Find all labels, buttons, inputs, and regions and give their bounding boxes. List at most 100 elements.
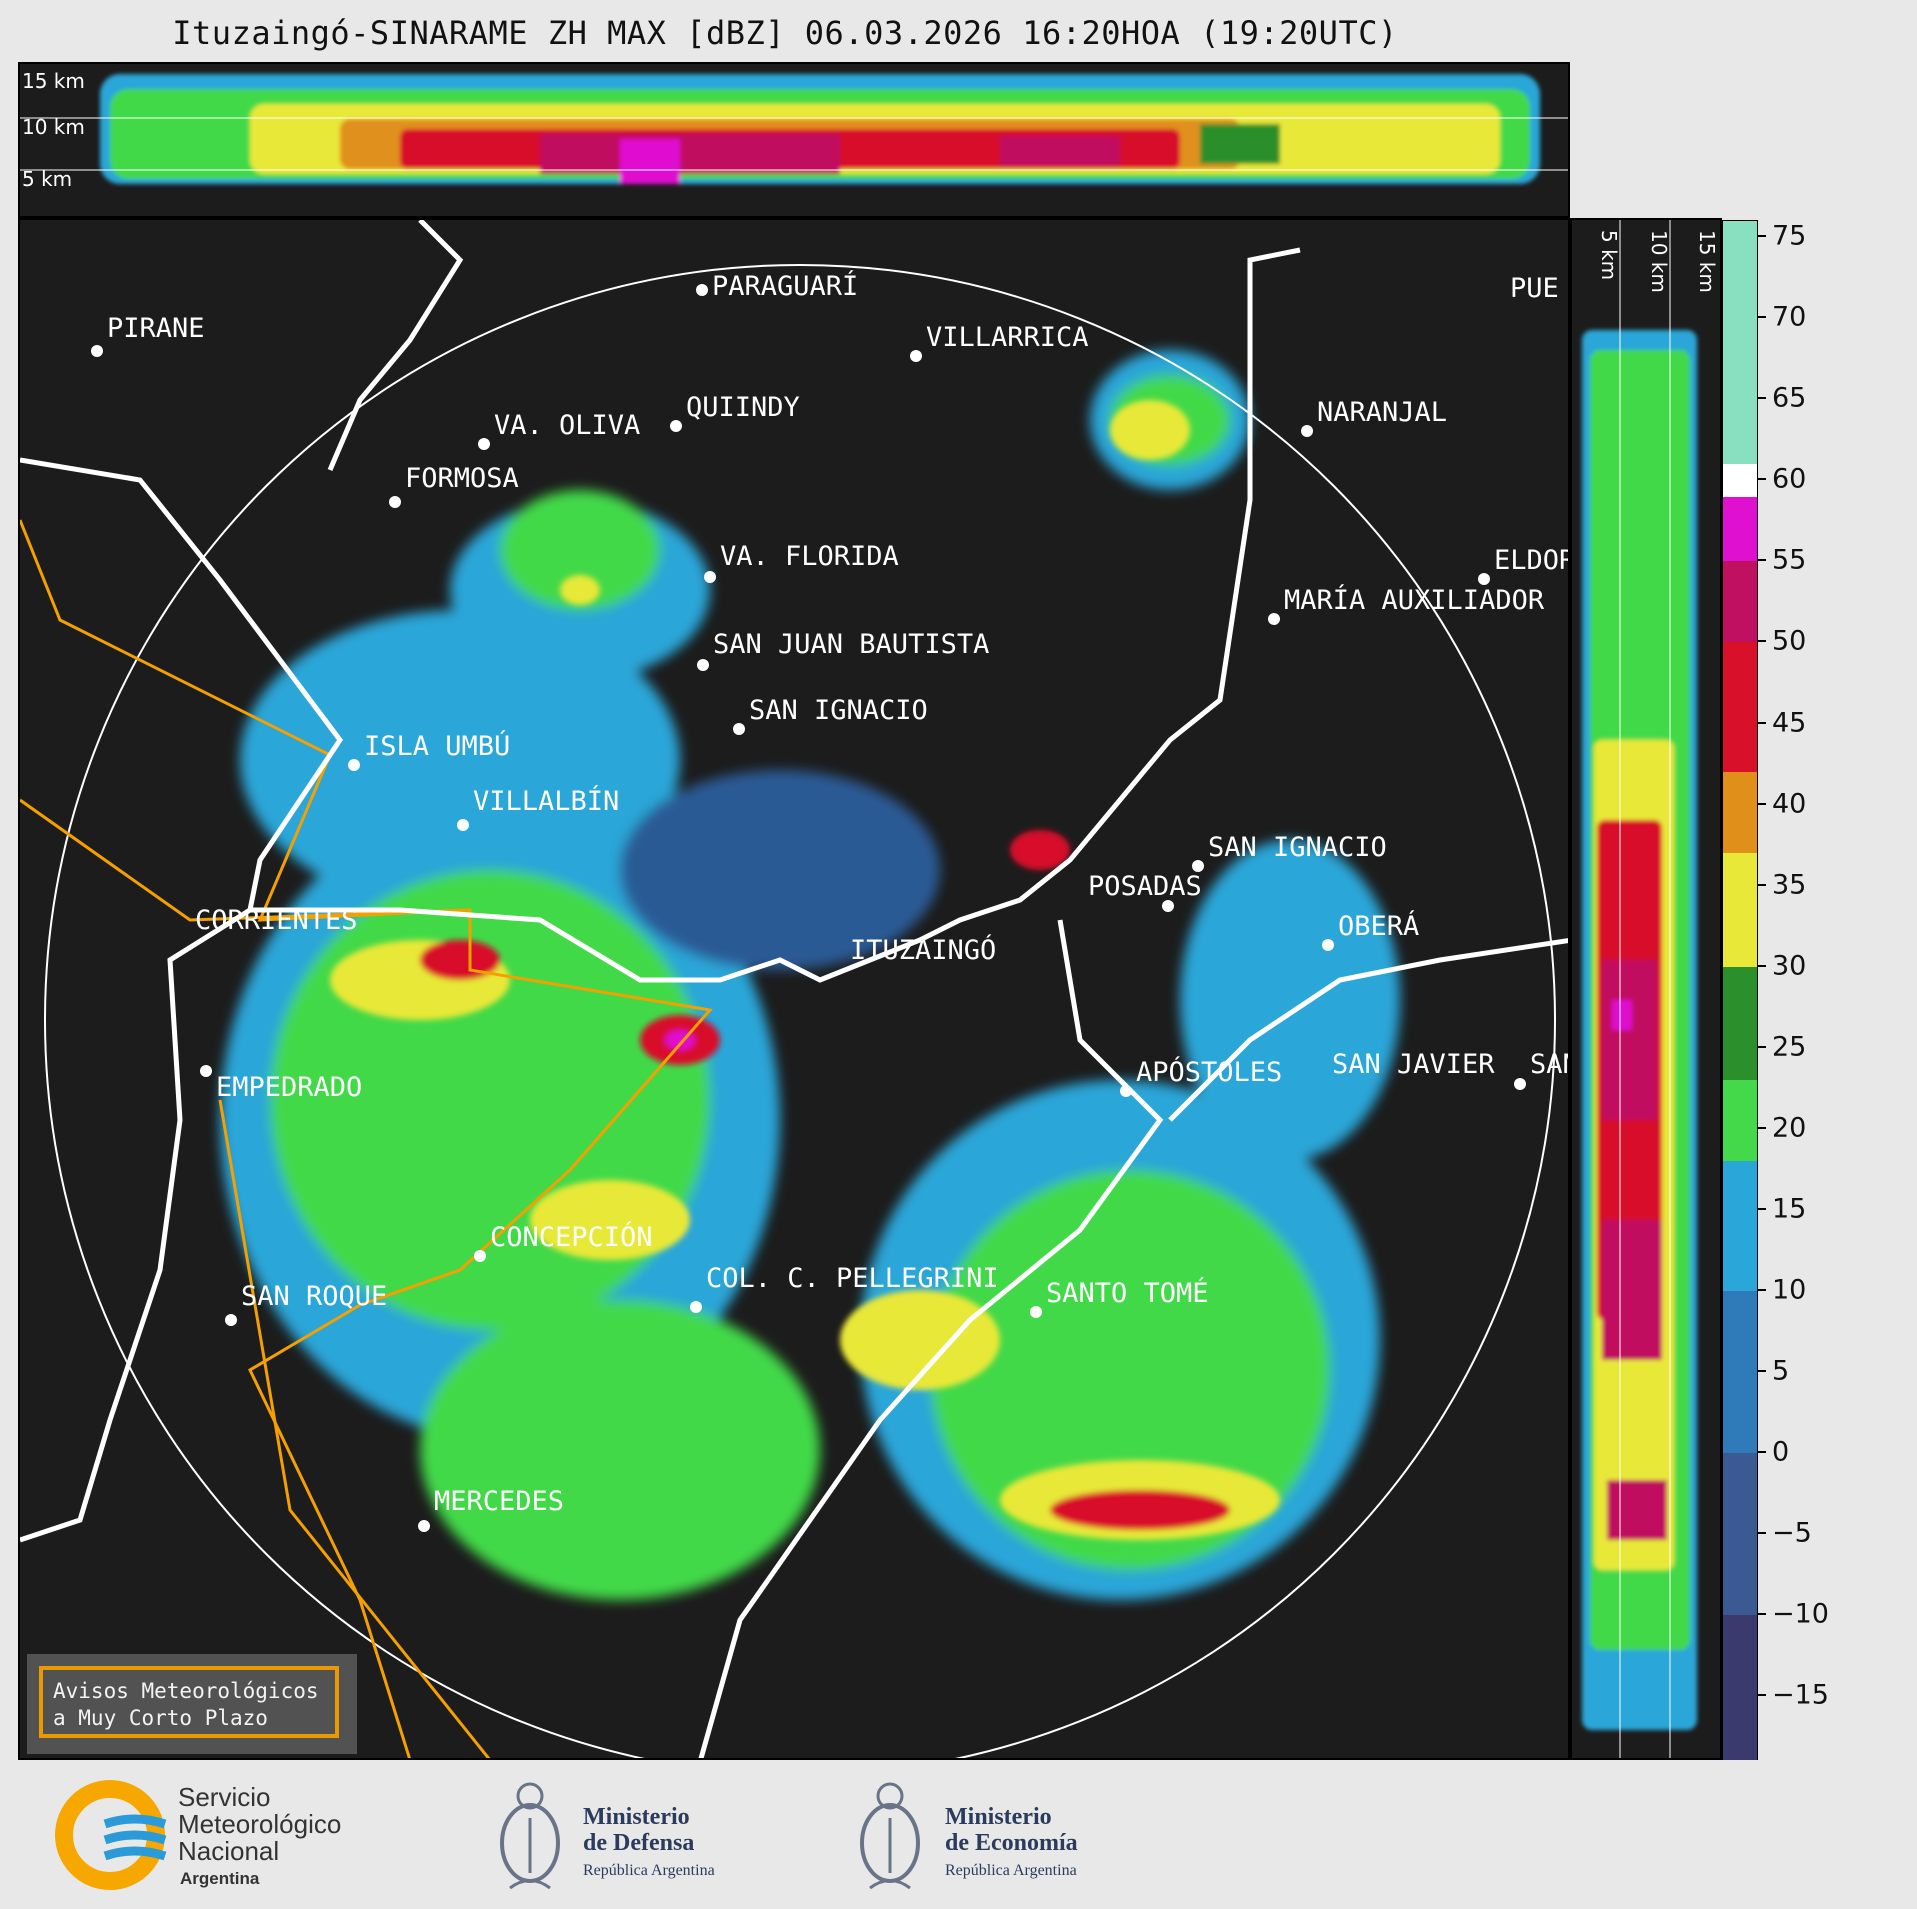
colorbar-tick (1758, 1126, 1766, 1129)
right-height-label-15km: 15 km (1695, 230, 1719, 293)
city-dot (1268, 613, 1280, 625)
river-border (20, 247, 1301, 983)
city-dot (200, 1065, 212, 1077)
city-label: PARAGUARÍ (712, 270, 858, 302)
colorbar-segment (1723, 1615, 1757, 1761)
city-dot (733, 723, 745, 735)
city-dot (910, 350, 922, 362)
colorbar-tick-label: −5 (1772, 1517, 1812, 1549)
city-dot (389, 496, 401, 508)
colorbar-tick (1758, 1694, 1766, 1697)
argentina-coat-of-arms-icon (500, 1782, 560, 1890)
city-dot (670, 420, 682, 432)
colorbar-ticks: 75 70 65 60 55 50 45 40 35 30 25 20 15 10 5 0 −5 −10 −15 (1758, 220, 1838, 1760)
radar-map-panel[interactable]: PARAGUARÍ PIRANE VILLARRICA QUIINDY VA. … (18, 218, 1570, 1760)
city-label: APÓSTOLES (1136, 1056, 1282, 1088)
city-label: SAN ROQUE (241, 1281, 387, 1312)
colorbar-tick (1758, 802, 1766, 805)
colorbar-tick (1758, 1369, 1766, 1372)
range-ring (44, 264, 1556, 1758)
colorbar-tick-label: 0 (1772, 1436, 1790, 1468)
colorbar-tick (1758, 1288, 1766, 1291)
city-label: MARÍA AUXILIADOR (1284, 584, 1545, 616)
colorbar-segment (1723, 496, 1757, 562)
height-label-10km: 10 km (22, 115, 85, 139)
defensa-subtitle: República Argentina (583, 1862, 715, 1879)
height-label-15km: 15 km (22, 69, 85, 93)
economia-logo-text: Ministerio de Economía (945, 1804, 1078, 1856)
colorbar-tick (1758, 1451, 1766, 1453)
colorbar-tick-label: 75 (1772, 220, 1807, 252)
city-dot (697, 659, 709, 671)
colorbar-segment (1723, 772, 1757, 854)
colorbar-tick (1758, 1613, 1766, 1616)
city-dot (1162, 900, 1174, 912)
city-dot (690, 1301, 702, 1313)
city-label: VA. OLIVA (494, 410, 640, 441)
colorbar-segment (1723, 853, 1757, 967)
city-label: PUE (1510, 273, 1559, 304)
colorbar-tick-label: 35 (1772, 869, 1807, 901)
colorbar-tick-label: 30 (1772, 950, 1807, 982)
city-label: ITUZAINGÓ (850, 934, 996, 966)
city-dot (457, 819, 469, 831)
city-label: COL. C. PELLEGRINI (706, 1263, 999, 1294)
city-label: SAN JUAN BAUTISTA (713, 629, 989, 660)
city-label: SAN IGNACIO (1208, 832, 1387, 863)
city-label: OBERÁ (1338, 910, 1419, 942)
height-label-5km: 5 km (22, 167, 72, 191)
footer: Servicio Meteorológico Nacional Argentin… (0, 1760, 1917, 1909)
colorbar-tick-label: 10 (1772, 1274, 1807, 1306)
colorbar-tick-label: 50 (1772, 625, 1807, 657)
city-dot (478, 438, 490, 450)
colorbar-tick-label: −10 (1772, 1598, 1829, 1630)
colorbar-segment (1723, 561, 1757, 643)
colorbar-tick (1758, 397, 1766, 400)
page-title: Ituzaingó-SINARAME ZH MAX [dBZ] 06.03.20… (172, 14, 1398, 52)
colorbar-segment (1723, 966, 1757, 1081)
colorbar-segment (1723, 1080, 1757, 1162)
colorbar-tick-label: 60 (1772, 463, 1807, 495)
city-dot (704, 571, 716, 583)
right-height-label-5km: 5 km (1597, 230, 1621, 280)
city-dot (696, 284, 708, 296)
city-label: QUIINDY (686, 392, 800, 423)
warning-line-2: a Muy Corto Plazo (53, 1706, 268, 1730)
city-label: EMPEDRADO (216, 1072, 362, 1103)
city-label: SAN IGNACIO (749, 695, 928, 726)
colorbar-tick (1758, 883, 1766, 886)
warning-box: Avisos Meteorológicos a Muy Corto Plazo (27, 1654, 357, 1754)
colorbar-tick-label: 45 (1772, 707, 1807, 739)
city-dot (1030, 1306, 1042, 1318)
warning-line-1: Avisos Meteorológicos (53, 1679, 319, 1703)
colorbar-tick-label: 20 (1772, 1112, 1807, 1144)
argentina-coat-of-arms-icon (860, 1782, 920, 1890)
colorbar-tick (1758, 478, 1766, 481)
city-label: CONCEPCIÓN (490, 1221, 653, 1253)
colorbar-segment (1723, 1453, 1757, 1616)
city-label: VILLALBÍN (473, 785, 619, 817)
colorbar-tick-label: 15 (1772, 1193, 1807, 1225)
city-label: POSADAS (1088, 871, 1202, 902)
top-cross-section-panel: 15 km 10 km 5 km (18, 62, 1570, 218)
city-label: NARANJAL (1317, 397, 1447, 428)
city-label: CORRIENTES (195, 905, 358, 936)
colorbar-tick-label: 55 (1772, 544, 1807, 576)
colorbar-tick (1758, 559, 1766, 562)
defensa-logo-text: Ministerio de Defensa (583, 1804, 695, 1856)
city-dot (1192, 860, 1204, 872)
city-label: PIRANE (107, 313, 205, 344)
colorbar-tick (1758, 964, 1766, 967)
city-label: MERCEDES (434, 1486, 564, 1517)
city-label: VILLARRICA (926, 322, 1089, 353)
right-cross-section-panel: 5 km 10 km 15 km (1570, 218, 1722, 1760)
colorbar-tick-label: 65 (1772, 382, 1807, 414)
city-dot (474, 1250, 486, 1262)
colorbar-tick (1758, 235, 1766, 238)
colorbar-segment (1723, 642, 1757, 773)
smn-logo-icon (55, 1780, 167, 1890)
city-dot (1322, 939, 1334, 951)
colorbar-segment (1723, 221, 1757, 465)
colorbar-tick (1758, 1532, 1766, 1535)
right-height-label-10km: 10 km (1647, 230, 1671, 293)
